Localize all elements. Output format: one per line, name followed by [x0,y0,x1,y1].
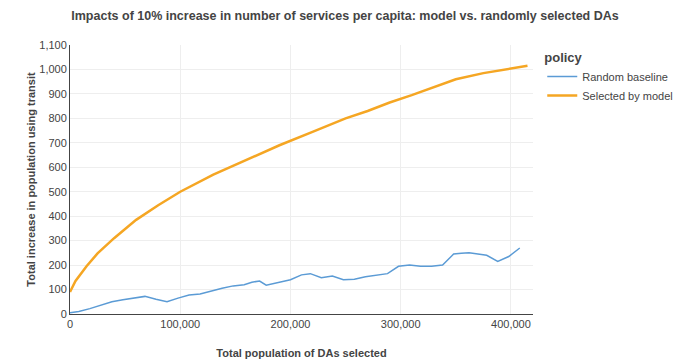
svg-text:1,100: 1,100 [39,39,67,51]
svg-text:1,000: 1,000 [39,63,67,75]
svg-text:Selected by model: Selected by model [582,90,673,102]
svg-text:Total increase in population u: Total increase in population using trans… [25,72,37,287]
svg-text:900: 900 [48,88,66,100]
svg-text:300: 300 [48,234,66,246]
svg-text:200,000: 200,000 [271,318,311,330]
svg-text:100,000: 100,000 [160,318,200,330]
svg-text:400,000: 400,000 [491,318,531,330]
svg-text:400: 400 [48,210,66,222]
svg-text:200: 200 [48,259,66,271]
svg-text:100: 100 [48,283,66,295]
svg-text:0: 0 [67,318,73,330]
svg-text:600: 600 [48,161,66,173]
svg-text:policy: policy [544,50,582,65]
svg-text:800: 800 [48,112,66,124]
svg-text:500: 500 [48,186,66,198]
svg-text:Total population of DAs select: Total population of DAs selected [216,347,386,359]
svg-text:0: 0 [61,308,67,320]
svg-text:700: 700 [48,137,66,149]
svg-text:Random baseline: Random baseline [582,71,668,83]
svg-text:Impacts of 10% increase in num: Impacts of 10% increase in number of ser… [71,9,618,23]
svg-text:300,000: 300,000 [381,318,421,330]
